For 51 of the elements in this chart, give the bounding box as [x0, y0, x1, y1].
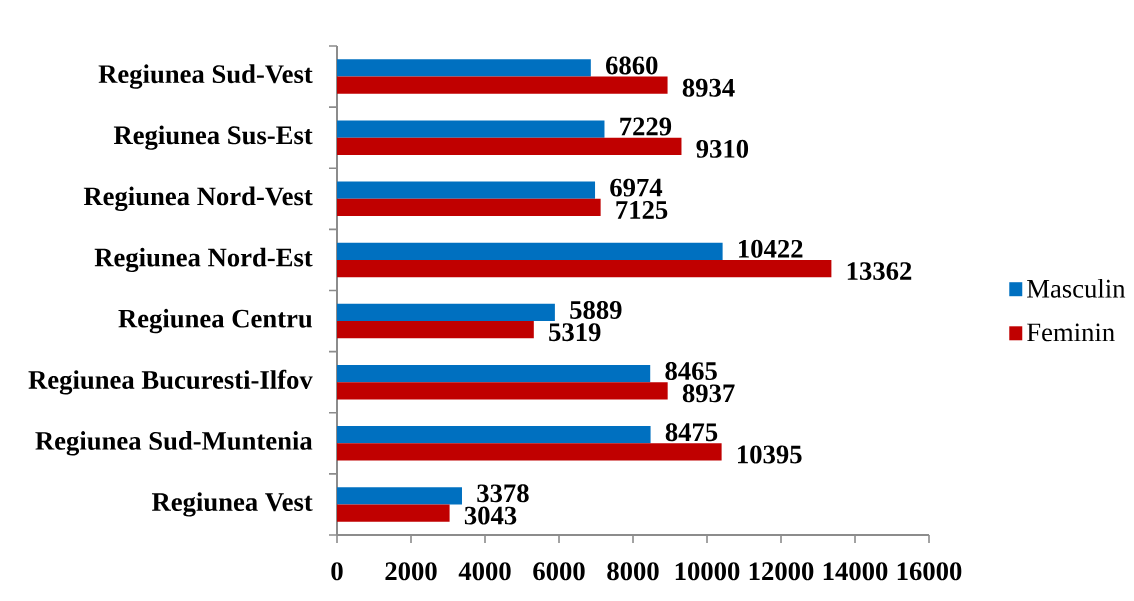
data-label: 8934 — [682, 78, 735, 97]
bar — [337, 321, 534, 339]
data-label: 5319 — [549, 323, 601, 342]
legend-label: Feminin — [1027, 323, 1115, 342]
bar — [337, 198, 601, 217]
x-tick-label: 8000 — [607, 562, 659, 581]
bar — [337, 59, 591, 77]
x-tick-label: 16000 — [897, 562, 962, 581]
data-label: 8465 — [665, 362, 717, 381]
y-tick-label: Regiunea Sus-Est — [113, 125, 313, 150]
bar — [337, 242, 723, 260]
data-label: 13362 — [847, 262, 912, 281]
data-label: 8475 — [665, 423, 718, 442]
data-label: 5889 — [570, 300, 622, 319]
bar — [337, 137, 682, 155]
bar — [337, 120, 605, 138]
data-label: 10422 — [739, 239, 803, 258]
y-tick-label: Regiunea Bucuresti-Ilfov — [28, 369, 313, 395]
bar — [337, 76, 668, 94]
data-label: 6974 — [610, 178, 663, 197]
x-tick-label: 0 — [331, 562, 343, 581]
data-label: 3378 — [477, 484, 529, 503]
data-label: 6860 — [606, 56, 658, 75]
y-tick-label: Regiunea Centru — [118, 308, 313, 334]
data-label: 7125 — [616, 201, 668, 219]
bar — [337, 504, 450, 522]
data-label: 7229 — [620, 117, 672, 136]
bar — [337, 181, 596, 199]
bar — [337, 364, 651, 383]
bar — [337, 303, 555, 322]
bar — [337, 382, 668, 400]
bar — [337, 443, 722, 461]
data-label: 8937 — [682, 384, 735, 403]
x-tick-label: 6000 — [533, 562, 585, 581]
x-tick-label: 4000 — [458, 562, 511, 581]
y-tick-label: Regiunea Nord-Est — [94, 247, 313, 273]
bar — [337, 487, 462, 505]
y-tick-label: Regiunea Nord-Vest — [83, 186, 313, 211]
bar — [337, 259, 832, 278]
x-tick-label: 12000 — [749, 562, 814, 581]
data-label: 9310 — [696, 139, 749, 158]
y-tick-label: Regiunea Sud-Muntenia — [35, 431, 313, 456]
y-tick-label: Regiunea Sud-Vest — [98, 64, 313, 89]
legend-label: Masculin — [1027, 278, 1126, 298]
data-label: 10395 — [738, 445, 802, 464]
data-label: 3043 — [464, 506, 517, 525]
x-tick-label: 10000 — [675, 562, 740, 581]
x-tick-label: 2000 — [385, 562, 437, 581]
y-tick-label: Regiunea Vest — [151, 492, 313, 517]
x-tick-label: 14000 — [823, 562, 888, 581]
bar — [337, 426, 651, 444]
